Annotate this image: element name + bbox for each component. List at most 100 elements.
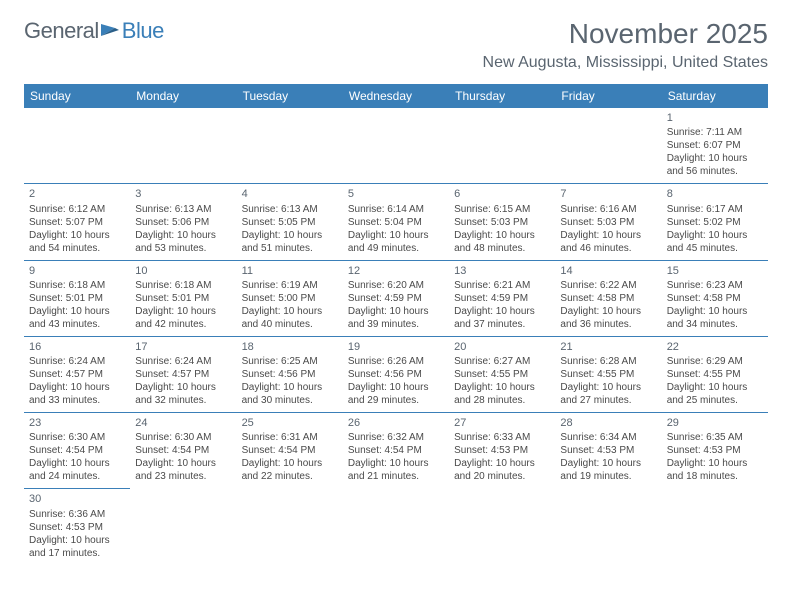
weekday-header: Saturday (662, 84, 768, 108)
daylight-line: Daylight: 10 hoursand 34 minutes. (667, 305, 763, 331)
calendar-row: 2Sunrise: 6:12 AMSunset: 5:07 PMDaylight… (24, 184, 768, 260)
daylight-line: Daylight: 10 hoursand 24 minutes. (29, 457, 125, 483)
day-cell: 12Sunrise: 6:20 AMSunset: 4:59 PMDayligh… (343, 260, 449, 336)
sunset-line: Sunset: 5:06 PM (135, 216, 231, 229)
day-cell: 29Sunrise: 6:35 AMSunset: 4:53 PMDayligh… (662, 413, 768, 489)
sunset-line: Sunset: 4:55 PM (454, 368, 550, 381)
day-number: 10 (135, 264, 231, 278)
weekday-header: Wednesday (343, 84, 449, 108)
empty-cell (449, 489, 555, 565)
day-cell: 1Sunrise: 7:11 AMSunset: 6:07 PMDaylight… (662, 108, 768, 184)
day-cell: 22Sunrise: 6:29 AMSunset: 4:55 PMDayligh… (662, 336, 768, 412)
day-cell: 20Sunrise: 6:27 AMSunset: 4:55 PMDayligh… (449, 336, 555, 412)
sunrise-line: Sunrise: 6:22 AM (560, 279, 656, 292)
day-number: 15 (667, 264, 763, 278)
sunrise-line: Sunrise: 6:16 AM (560, 203, 656, 216)
day-number: 14 (560, 264, 656, 278)
daylight-line: Daylight: 10 hoursand 25 minutes. (667, 381, 763, 407)
day-cell: 10Sunrise: 6:18 AMSunset: 5:01 PMDayligh… (130, 260, 236, 336)
sunrise-line: Sunrise: 6:12 AM (29, 203, 125, 216)
sunrise-line: Sunrise: 6:33 AM (454, 431, 550, 444)
daylight-line: Daylight: 10 hoursand 42 minutes. (135, 305, 231, 331)
day-number: 28 (560, 416, 656, 430)
day-cell: 23Sunrise: 6:30 AMSunset: 4:54 PMDayligh… (24, 413, 130, 489)
calendar-page: General Blue November 2025 New Augusta, … (0, 0, 792, 565)
sunset-line: Sunset: 4:53 PM (454, 444, 550, 457)
day-number: 20 (454, 340, 550, 354)
sunset-line: Sunset: 5:04 PM (348, 216, 444, 229)
location-subtitle: New Augusta, Mississippi, United States (483, 54, 768, 72)
sunset-line: Sunset: 4:56 PM (348, 368, 444, 381)
sunset-line: Sunset: 4:56 PM (242, 368, 338, 381)
sunrise-line: Sunrise: 6:24 AM (29, 355, 125, 368)
day-cell: 6Sunrise: 6:15 AMSunset: 5:03 PMDaylight… (449, 184, 555, 260)
daylight-line: Daylight: 10 hoursand 27 minutes. (560, 381, 656, 407)
month-title: November 2025 (483, 18, 768, 50)
sunset-line: Sunset: 5:03 PM (454, 216, 550, 229)
daylight-line: Daylight: 10 hoursand 53 minutes. (135, 229, 231, 255)
daylight-line: Daylight: 10 hoursand 17 minutes. (29, 534, 125, 560)
calendar-row: 30Sunrise: 6:36 AMSunset: 4:53 PMDayligh… (24, 489, 768, 565)
day-number: 25 (242, 416, 338, 430)
day-number: 8 (667, 187, 763, 201)
sunrise-line: Sunrise: 6:14 AM (348, 203, 444, 216)
day-number: 3 (135, 187, 231, 201)
sunrise-line: Sunrise: 6:34 AM (560, 431, 656, 444)
sunset-line: Sunset: 5:01 PM (29, 292, 125, 305)
day-cell: 9Sunrise: 6:18 AMSunset: 5:01 PMDaylight… (24, 260, 130, 336)
day-number: 4 (242, 187, 338, 201)
sunrise-line: Sunrise: 6:26 AM (348, 355, 444, 368)
sunrise-line: Sunrise: 6:20 AM (348, 279, 444, 292)
sunset-line: Sunset: 4:53 PM (560, 444, 656, 457)
sunrise-line: Sunrise: 6:30 AM (29, 431, 125, 444)
empty-cell (130, 108, 236, 184)
day-cell: 24Sunrise: 6:30 AMSunset: 4:54 PMDayligh… (130, 413, 236, 489)
daylight-line: Daylight: 10 hoursand 54 minutes. (29, 229, 125, 255)
sunrise-line: Sunrise: 6:19 AM (242, 279, 338, 292)
day-number: 23 (29, 416, 125, 430)
empty-cell (237, 489, 343, 565)
day-number: 7 (560, 187, 656, 201)
sunrise-line: Sunrise: 6:21 AM (454, 279, 550, 292)
sunset-line: Sunset: 4:54 PM (348, 444, 444, 457)
day-number: 12 (348, 264, 444, 278)
day-number: 29 (667, 416, 763, 430)
sunset-line: Sunset: 4:58 PM (560, 292, 656, 305)
daylight-line: Daylight: 10 hoursand 18 minutes. (667, 457, 763, 483)
sunrise-line: Sunrise: 6:24 AM (135, 355, 231, 368)
daylight-line: Daylight: 10 hoursand 21 minutes. (348, 457, 444, 483)
day-cell: 15Sunrise: 6:23 AMSunset: 4:58 PMDayligh… (662, 260, 768, 336)
sunset-line: Sunset: 5:02 PM (667, 216, 763, 229)
sunrise-line: Sunrise: 6:15 AM (454, 203, 550, 216)
daylight-line: Daylight: 10 hoursand 23 minutes. (135, 457, 231, 483)
day-number: 27 (454, 416, 550, 430)
weekday-header: Thursday (449, 84, 555, 108)
sunrise-line: Sunrise: 6:23 AM (667, 279, 763, 292)
weekday-header-row: Sunday Monday Tuesday Wednesday Thursday… (24, 84, 768, 108)
sunrise-line: Sunrise: 6:30 AM (135, 431, 231, 444)
sunset-line: Sunset: 4:54 PM (29, 444, 125, 457)
day-cell: 7 Sunrise: 6:16 AMSunset: 5:03 PMDaylight… (555, 184, 661, 260)
weekday-header: Tuesday (237, 84, 343, 108)
day-number: 16 (29, 340, 125, 354)
empty-cell (24, 108, 130, 184)
sunrise-line: Sunrise: 6:36 AM (29, 508, 125, 521)
empty-cell (130, 489, 236, 565)
weekday-header: Monday (130, 84, 236, 108)
sunset-line: Sunset: 5:03 PM (560, 216, 656, 229)
day-cell: 11Sunrise: 6:19 AMSunset: 5:00 PMDayligh… (237, 260, 343, 336)
sunset-line: Sunset: 4:55 PM (560, 368, 656, 381)
title-block: November 2025 New Augusta, Mississippi, … (483, 18, 768, 72)
daylight-line: Daylight: 10 hoursand 46 minutes. (560, 229, 656, 255)
sunrise-line: Sunrise: 6:31 AM (242, 431, 338, 444)
day-cell: 21Sunrise: 6:28 AMSunset: 4:55 PMDayligh… (555, 336, 661, 412)
sunset-line: Sunset: 4:54 PM (242, 444, 338, 457)
sunrise-line: Sunrise: 6:27 AM (454, 355, 550, 368)
day-cell: 2Sunrise: 6:12 AMSunset: 5:07 PMDaylight… (24, 184, 130, 260)
empty-cell (237, 108, 343, 184)
day-number: 22 (667, 340, 763, 354)
empty-cell (555, 489, 661, 565)
day-number: 24 (135, 416, 231, 430)
day-cell: 3Sunrise: 6:13 AMSunset: 5:06 PMDaylight… (130, 184, 236, 260)
daylight-line: Daylight: 10 hoursand 28 minutes. (454, 381, 550, 407)
